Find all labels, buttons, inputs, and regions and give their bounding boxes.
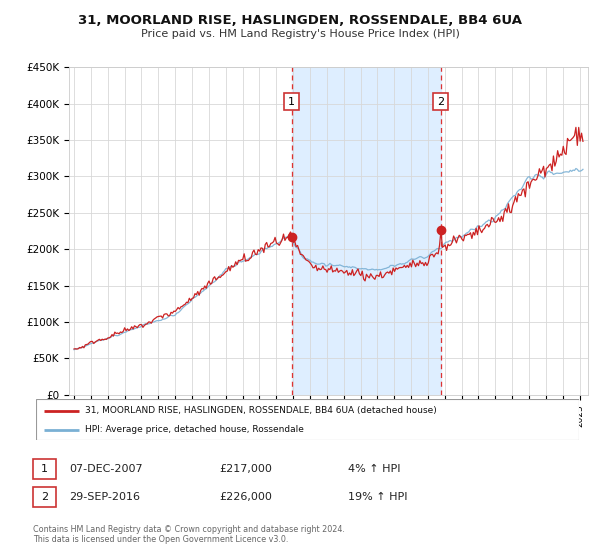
Text: 1: 1	[288, 96, 295, 106]
Text: 2: 2	[41, 492, 48, 502]
Text: HPI: Average price, detached house, Rossendale: HPI: Average price, detached house, Ross…	[85, 425, 304, 434]
Text: 2: 2	[437, 96, 444, 106]
Text: 07-DEC-2007: 07-DEC-2007	[69, 464, 143, 474]
Text: This data is licensed under the Open Government Licence v3.0.: This data is licensed under the Open Gov…	[33, 535, 289, 544]
Text: 31, MOORLAND RISE, HASLINGDEN, ROSSENDALE, BB4 6UA: 31, MOORLAND RISE, HASLINGDEN, ROSSENDAL…	[78, 14, 522, 27]
Bar	[292, 67, 440, 395]
Text: Contains HM Land Registry data © Crown copyright and database right 2024.: Contains HM Land Registry data © Crown c…	[33, 525, 345, 534]
Text: 1: 1	[41, 464, 48, 474]
Text: £226,000: £226,000	[219, 492, 272, 502]
Text: 4% ↑ HPI: 4% ↑ HPI	[348, 464, 401, 474]
Text: 29-SEP-2016: 29-SEP-2016	[69, 492, 140, 502]
Text: £217,000: £217,000	[219, 464, 272, 474]
Text: 19% ↑ HPI: 19% ↑ HPI	[348, 492, 407, 502]
Text: Price paid vs. HM Land Registry's House Price Index (HPI): Price paid vs. HM Land Registry's House …	[140, 29, 460, 39]
Text: 31, MOORLAND RISE, HASLINGDEN, ROSSENDALE, BB4 6UA (detached house): 31, MOORLAND RISE, HASLINGDEN, ROSSENDAL…	[85, 406, 437, 415]
